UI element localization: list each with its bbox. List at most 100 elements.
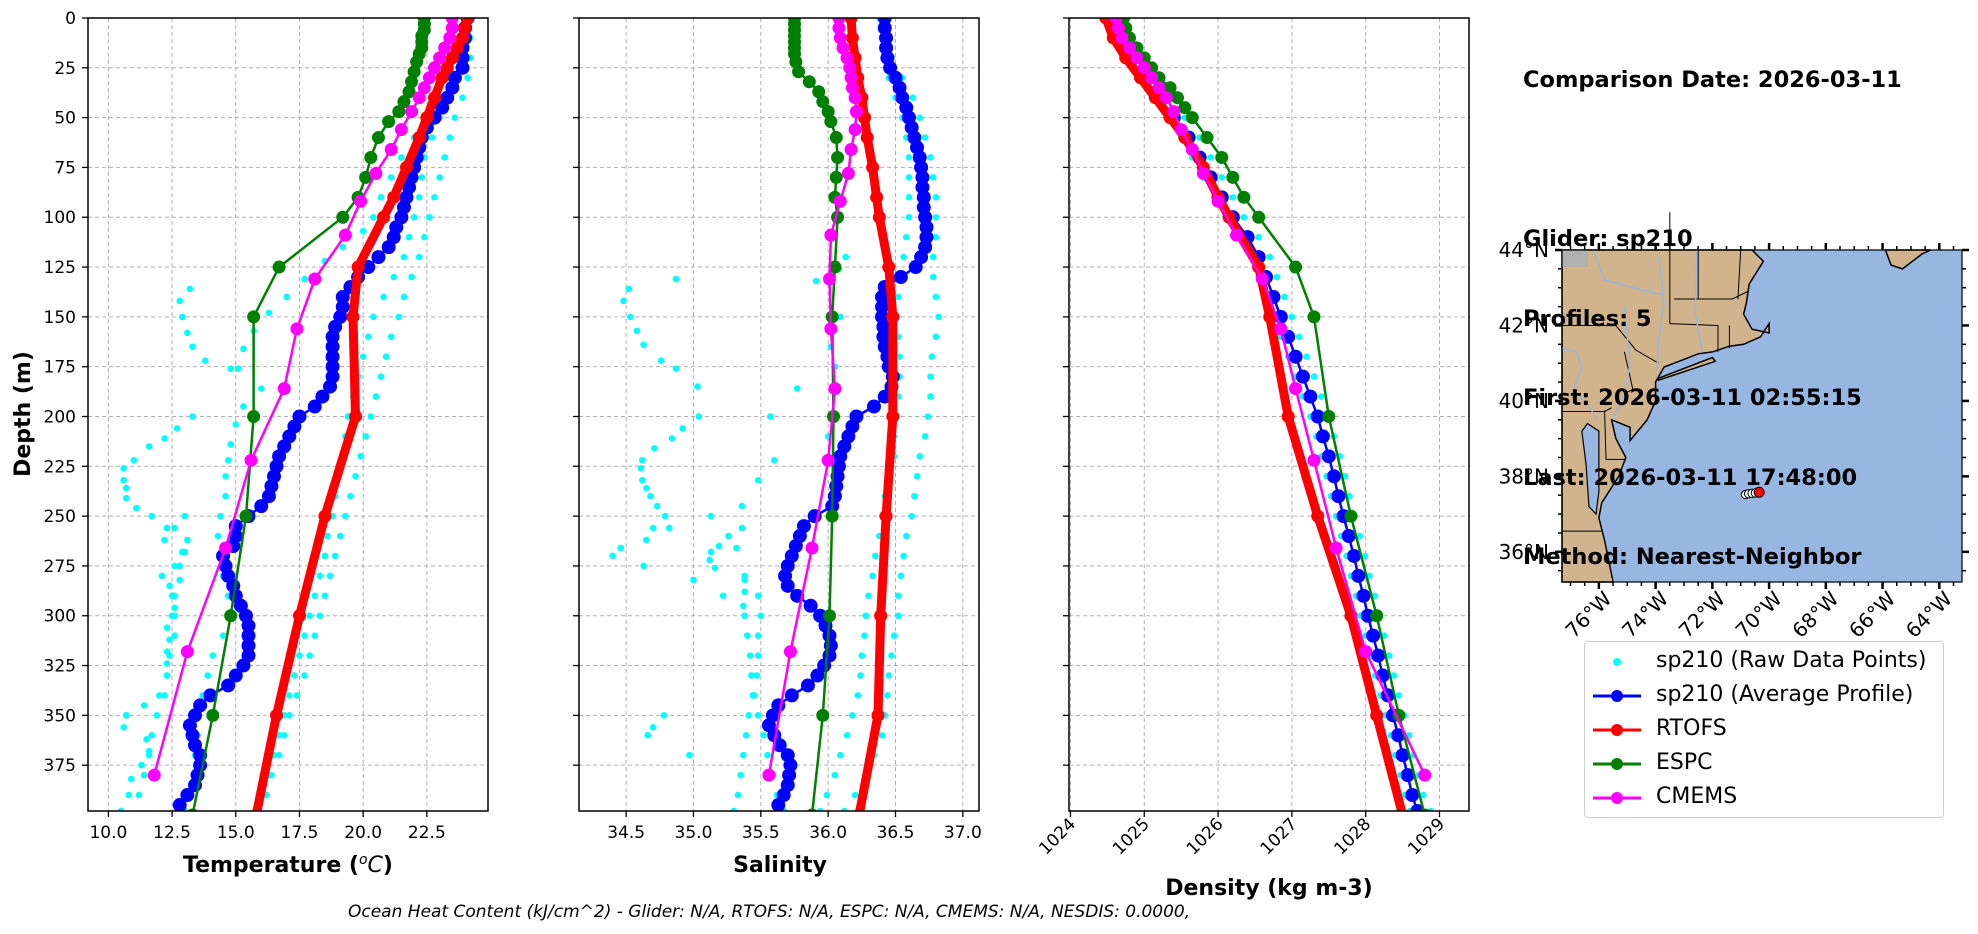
espc-marker: [1237, 190, 1251, 204]
x-tick-label: 15.0: [217, 823, 255, 843]
espc-marker: [825, 509, 839, 523]
legend-item-rtofs: RTOFS: [1585, 713, 1943, 747]
espc-marker: [247, 409, 261, 423]
rtofs-marker: [318, 509, 332, 523]
raw-data-point: [311, 632, 319, 639]
raw-data-point: [1273, 273, 1281, 281]
raw-data-point: [178, 313, 186, 321]
raw-data-point: [668, 435, 676, 442]
rtofs-marker: [872, 210, 886, 224]
state-border: [1674, 291, 1749, 300]
glider_avg-marker: [236, 658, 251, 673]
raw-data-point: [364, 333, 372, 341]
raw-data-point: [143, 735, 150, 743]
espc-marker: [831, 150, 845, 164]
espc-marker: [206, 708, 220, 722]
raw-data-point: [1356, 532, 1364, 540]
glider_avg-marker: [915, 170, 930, 185]
raw-data-point: [734, 791, 742, 799]
cmems-marker: [1123, 41, 1137, 55]
raw-data-point: [643, 536, 650, 544]
raw-data-point: [140, 702, 148, 709]
raw-data-point: [905, 194, 913, 201]
raw-data-point: [168, 592, 176, 600]
plot-area: [117, 18, 475, 811]
raw-data-point: [1229, 194, 1237, 201]
raw-data-point: [741, 612, 748, 620]
raw-data-point: [660, 712, 668, 719]
espc-marker: [816, 708, 830, 722]
rtofs-marker: [1311, 509, 1325, 523]
raw-data-point: [161, 536, 168, 544]
raw-data-point: [644, 731, 651, 739]
raw-data-point: [649, 524, 657, 532]
raw-data-point: [140, 771, 148, 779]
raw-data-point: [757, 612, 765, 620]
raw-data-point: [651, 445, 658, 452]
state-border: [1669, 323, 1719, 352]
rtofs-marker: [1134, 71, 1148, 85]
espc-marker: [392, 105, 406, 119]
raw-data-point: [661, 512, 669, 520]
legend-label: sp210 (Average Profile): [1656, 682, 1914, 707]
raw-data-point: [311, 592, 319, 600]
espc-marker: [1226, 170, 1240, 184]
raw-data-point: [204, 672, 212, 679]
raw-data-point: [715, 542, 723, 550]
raw-data-point: [760, 731, 767, 739]
raw-data-point: [161, 692, 168, 699]
glider_avg-marker: [261, 489, 276, 504]
cmems-marker: [338, 228, 352, 242]
raw-data-point: [916, 453, 924, 460]
glider_avg-marker: [325, 339, 340, 354]
cmems-marker: [845, 81, 859, 95]
density-axis-label: Density (kg m-3): [1165, 876, 1373, 901]
raw-data-point: [851, 791, 859, 799]
rtofs-marker: [399, 160, 413, 174]
raw-data-point: [301, 275, 308, 283]
glider-last-position: [1753, 486, 1765, 498]
cmems-marker: [1159, 91, 1173, 105]
raw-data-point: [626, 313, 634, 321]
espc-marker: [336, 210, 350, 224]
legend-label: ESPC: [1656, 750, 1713, 775]
raw-data-point: [166, 636, 173, 643]
raw-data-point: [740, 602, 747, 610]
glider_avg-marker: [371, 250, 386, 265]
raw-data-point: [359, 227, 367, 235]
legend-label: RTOFS: [1656, 716, 1727, 741]
espc-marker: [359, 170, 373, 184]
y-tick-label: 250: [44, 507, 76, 527]
state-border: [1562, 411, 1626, 460]
y-tick-label: 125: [44, 258, 76, 278]
raw-data-point: [617, 544, 625, 552]
espc-marker: [382, 115, 396, 129]
x-tick-label: 1029: [1404, 814, 1449, 859]
cmems-marker: [832, 21, 846, 35]
raw-data-point: [725, 532, 732, 540]
espc-marker: [802, 75, 816, 89]
raw-data-point: [186, 285, 194, 293]
raw-data-point: [927, 154, 934, 161]
glider_avg-marker: [877, 389, 892, 404]
glider_avg-marker: [1366, 628, 1381, 643]
raw-data-point: [1288, 313, 1296, 321]
raw-data-point: [932, 333, 940, 341]
espc-marker: [821, 105, 835, 119]
raw-data-point: [854, 692, 862, 699]
cmems-marker: [848, 123, 862, 137]
raw-data-point: [441, 154, 448, 161]
glider_avg-marker: [315, 389, 330, 404]
chesapeake-bay: [1581, 422, 1600, 516]
glider_avg-marker: [228, 668, 243, 683]
raw-data-point: [754, 476, 762, 484]
cmems-marker: [1359, 645, 1373, 659]
raw-data-point: [913, 472, 921, 480]
glider_avg-marker: [241, 618, 256, 633]
raw-data-point: [754, 712, 762, 719]
cmems-marker: [821, 453, 835, 467]
raw-data-point: [695, 413, 703, 420]
raw-data-point: [894, 293, 902, 301]
x-tick-label: 20.0: [344, 823, 382, 843]
rtofs-marker: [435, 71, 449, 85]
